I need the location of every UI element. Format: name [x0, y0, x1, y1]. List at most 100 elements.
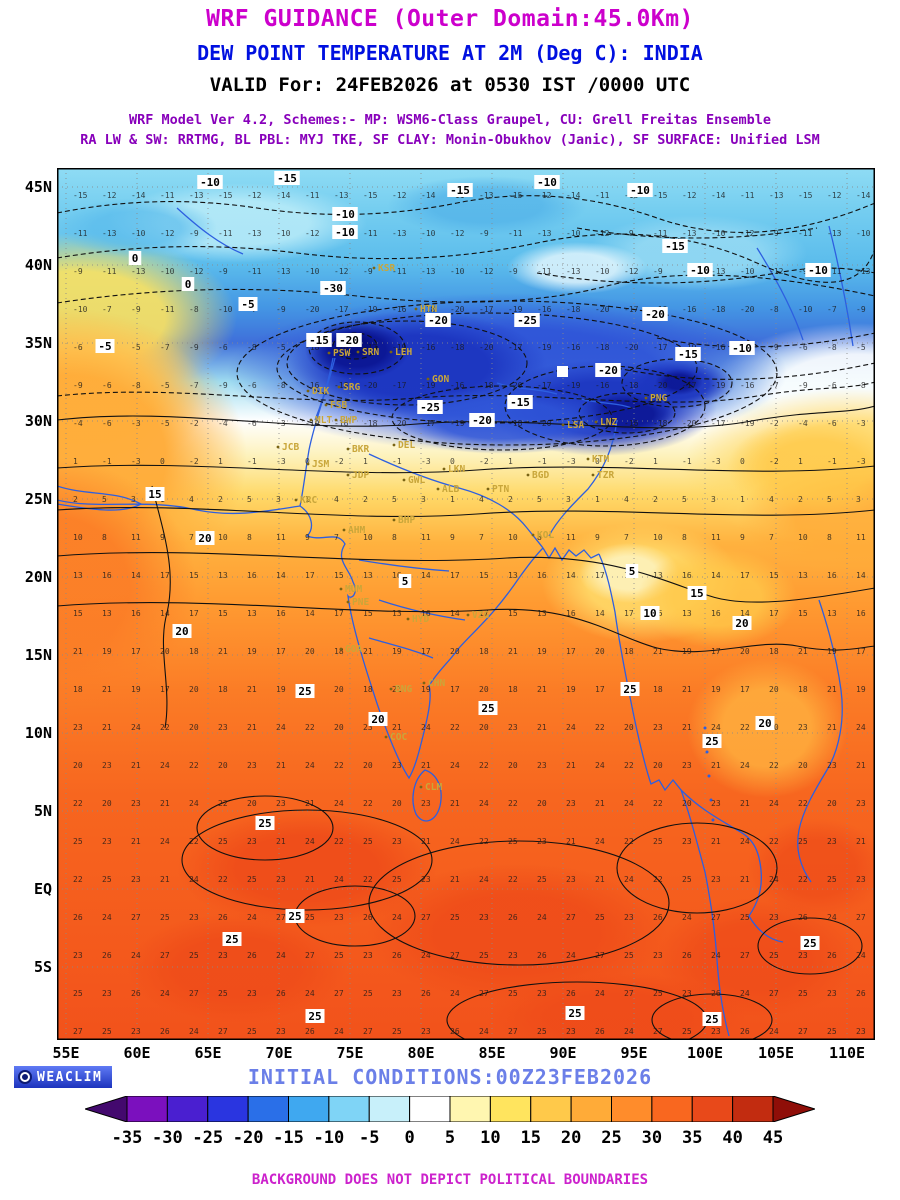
svg-text:24: 24 [131, 723, 141, 732]
svg-text:-10: -10 [276, 229, 291, 238]
svg-text:-10: -10 [305, 267, 320, 276]
svg-text:20: 20 [735, 617, 748, 630]
svg-text:-19: -19 [566, 381, 581, 390]
colorbar-tick-label: -35 [111, 1128, 143, 1148]
svg-text:-3: -3 [856, 419, 866, 428]
svg-text:22: 22 [218, 799, 228, 808]
svg-text:26: 26 [711, 989, 721, 998]
svg-text:25: 25 [537, 875, 547, 884]
svg-text:JDP: JDP [352, 470, 369, 481]
svg-text:0: 0 [160, 457, 165, 466]
svg-text:20: 20 [624, 723, 634, 732]
svg-text:21: 21 [827, 723, 837, 732]
svg-text:17: 17 [856, 647, 866, 656]
svg-text:5: 5 [537, 495, 542, 504]
svg-text:19: 19 [421, 685, 431, 694]
svg-text:2: 2 [653, 495, 658, 504]
svg-text:-7: -7 [189, 381, 199, 390]
svg-text:ALB: ALB [442, 484, 459, 495]
svg-text:-10: -10 [711, 229, 726, 238]
svg-text:7: 7 [479, 533, 484, 542]
svg-text:25: 25 [827, 875, 837, 884]
svg-text:23: 23 [798, 951, 808, 960]
svg-text:24: 24 [624, 875, 634, 884]
svg-text:23: 23 [421, 875, 431, 884]
svg-text:27: 27 [450, 951, 460, 960]
svg-text:23: 23 [421, 799, 431, 808]
svg-text:21: 21 [595, 875, 605, 884]
svg-text:25: 25 [288, 910, 301, 923]
svg-text:-17: -17 [508, 343, 523, 352]
svg-text:13: 13 [537, 609, 547, 618]
svg-text:23: 23 [566, 1027, 576, 1036]
svg-text:25: 25 [308, 1010, 321, 1023]
svg-text:-20: -20 [305, 305, 320, 314]
svg-text:-15: -15 [665, 240, 685, 253]
svg-text:23: 23 [73, 723, 83, 732]
svg-text:16: 16 [827, 571, 837, 580]
svg-text:13: 13 [392, 609, 402, 618]
svg-text:14: 14 [305, 609, 315, 618]
svg-text:-12: -12 [740, 229, 755, 238]
svg-text:-12: -12 [682, 191, 697, 200]
svg-text:-10: -10 [537, 176, 557, 189]
svg-text:-10: -10 [856, 229, 871, 238]
svg-text:23: 23 [276, 1027, 286, 1036]
field-blobs [57, 176, 875, 1040]
svg-text:-9: -9 [798, 381, 808, 390]
svg-text:19: 19 [131, 685, 141, 694]
svg-text:-13: -13 [102, 229, 117, 238]
svg-text:21: 21 [305, 799, 315, 808]
svg-text:-9: -9 [769, 229, 779, 238]
svg-text:23: 23 [508, 951, 518, 960]
svg-text:0: 0 [305, 457, 310, 466]
svg-text:-6: -6 [73, 343, 83, 352]
svg-text:-10: -10 [808, 264, 828, 277]
svg-text:-3: -3 [421, 457, 431, 466]
svg-text:5: 5 [247, 495, 252, 504]
svg-text:BGD: BGD [532, 470, 549, 481]
svg-text:27: 27 [653, 1027, 663, 1036]
svg-text:13: 13 [798, 571, 808, 580]
svg-text:20: 20 [305, 647, 315, 656]
svg-text:KOL: KOL [537, 530, 554, 541]
svg-text:26: 26 [595, 1027, 605, 1036]
svg-text:22: 22 [363, 799, 373, 808]
svg-text:17: 17 [769, 609, 779, 618]
svg-text:14: 14 [160, 609, 170, 618]
svg-text:-9: -9 [218, 381, 228, 390]
lat-tick-label: 5S [33, 958, 52, 976]
svg-text:-20: -20 [598, 364, 618, 377]
svg-text:-17: -17 [421, 419, 436, 428]
svg-text:18: 18 [73, 685, 83, 694]
svg-text:0: 0 [132, 252, 139, 265]
svg-text:27: 27 [276, 913, 286, 922]
svg-text:MLT: MLT [315, 415, 332, 426]
svg-text:-10: -10 [73, 305, 88, 314]
svg-text:-17: -17 [392, 381, 407, 390]
svg-text:14: 14 [566, 571, 576, 580]
svg-text:14: 14 [856, 571, 866, 580]
svg-text:-20: -20 [537, 419, 552, 428]
svg-text:20: 20 [198, 532, 211, 545]
svg-text:25: 25 [623, 683, 636, 696]
svg-text:-2: -2 [189, 457, 199, 466]
svg-text:-16: -16 [450, 381, 465, 390]
svg-text:25: 25 [334, 951, 344, 960]
svg-text:-18: -18 [334, 381, 349, 390]
svg-text:-15: -15 [653, 191, 668, 200]
svg-text:21: 21 [363, 647, 373, 656]
svg-text:24: 24 [566, 951, 576, 960]
svg-text:21: 21 [276, 837, 286, 846]
svg-text:-12: -12 [334, 267, 349, 276]
lat-tick-label: EQ [33, 880, 52, 898]
svg-text:-5: -5 [160, 419, 170, 428]
svg-text:5: 5 [402, 575, 409, 588]
svg-text:21: 21 [740, 875, 750, 884]
svg-text:21: 21 [73, 647, 83, 656]
svg-text:-11: -11 [218, 229, 233, 238]
svg-text:-5: -5 [98, 340, 111, 353]
svg-text:-11: -11 [508, 229, 523, 238]
svg-text:-18: -18 [450, 343, 465, 352]
svg-text:23: 23 [102, 761, 112, 770]
